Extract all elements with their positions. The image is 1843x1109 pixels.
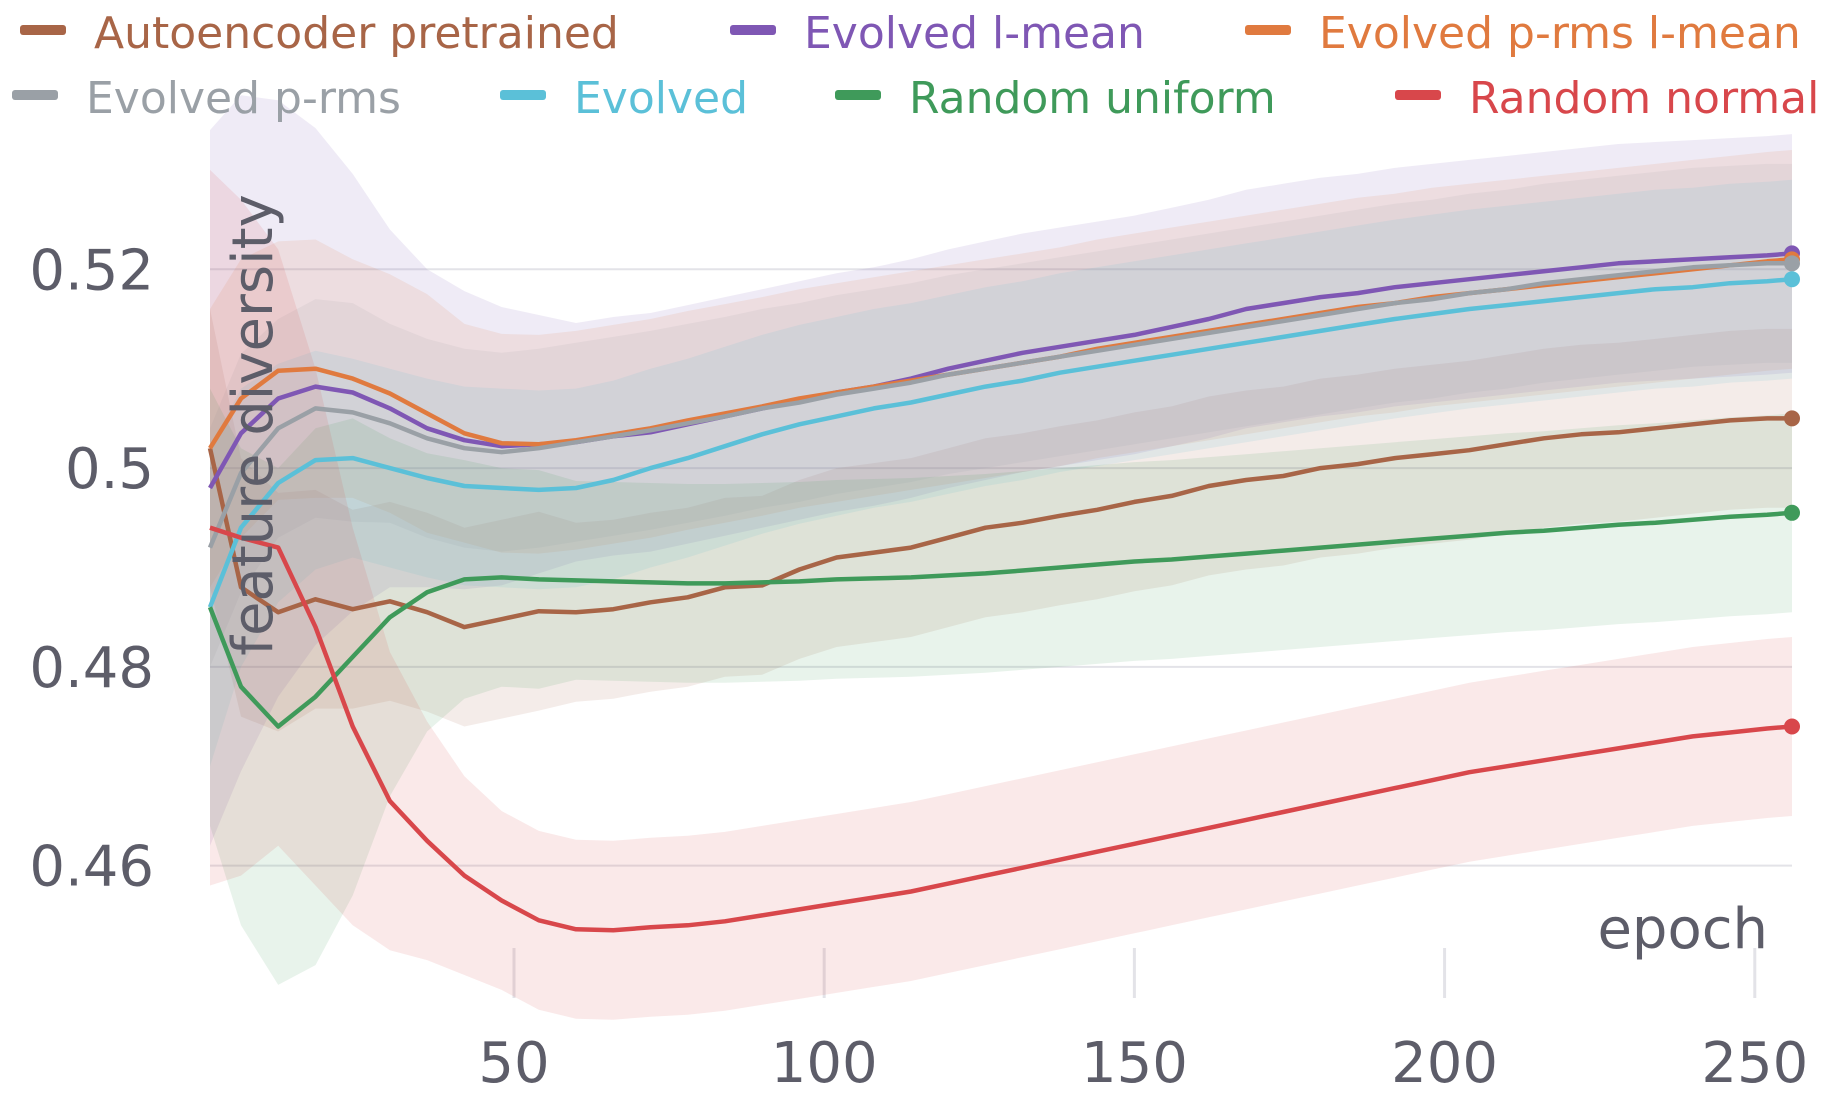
y-tick-label: 0.5: [65, 437, 154, 502]
evolved-l-mean-band: [210, 95, 1792, 846]
legend-label: Evolved p-rms: [86, 73, 401, 124]
x-axis-label: epoch: [1597, 897, 1768, 962]
autoencoder-pretrained-band: [210, 309, 1792, 732]
legend-label: Evolved: [574, 73, 748, 124]
legend-label: Evolved p-rms l-mean: [1319, 8, 1801, 59]
autoencoder-pretrained-endpoint: [1784, 410, 1800, 427]
legend-swatch: [1245, 25, 1291, 35]
random-normal-line: [209, 525, 1793, 933]
y-tick-label: 0.46: [29, 835, 154, 900]
legend-item-evolved-p-rms-l-mean: Evolved p-rms l-mean: [1245, 8, 1801, 59]
y-tick-label: 0.48: [29, 636, 154, 701]
legend-swatch: [12, 90, 58, 100]
legend-swatch: [835, 90, 881, 100]
legend-label: Autoencoder pretrained: [94, 8, 619, 59]
x-tick-label: 150: [1081, 1031, 1188, 1096]
random-uniform-endpoint: [1784, 504, 1800, 521]
random-normal-band: [210, 169, 1792, 1020]
evolved-l-mean-line: [208, 251, 1793, 490]
legend-label: Random uniform: [909, 73, 1276, 124]
y-tick-label: 0.52: [29, 238, 154, 303]
legend-item-random-uniform: Random uniform: [835, 73, 1276, 124]
legend-swatch: [1395, 90, 1441, 100]
autoencoder-pretrained-line: [207, 416, 1792, 630]
evolved-line: [207, 276, 1793, 609]
series-endpoints: [1784, 245, 1800, 735]
legend-swatch: [500, 90, 546, 100]
evolved-p-rms-line: [207, 261, 1792, 549]
random-uniform-line: [207, 510, 1793, 729]
x-tick-label: 50: [478, 1031, 549, 1096]
series-lines: [207, 251, 1793, 933]
legend-label: Random normal: [1469, 73, 1819, 124]
x-axis-ticks: 50 100 150 200 250: [478, 1031, 1808, 1096]
evolved-p-rms-endpoint: [1784, 255, 1800, 272]
legend-item-evolved-p-rms: Evolved p-rms: [12, 73, 401, 124]
y-axis-ticks: 0.46 0.48 0.5 0.52: [29, 238, 154, 899]
x-tick-label: 250: [1701, 1031, 1808, 1096]
evolved-band: [210, 179, 1792, 767]
evolved-endpoint: [1784, 271, 1800, 288]
evolved-p-rms-band: [210, 163, 1792, 667]
legend-swatch: [730, 25, 776, 35]
x-tick-label: 200: [1391, 1031, 1498, 1096]
confidence-bands: [210, 95, 1792, 1020]
random-uniform-band: [210, 388, 1792, 985]
legend-swatch: [20, 25, 66, 35]
legend-label: Evolved l-mean: [804, 8, 1145, 59]
grid: [210, 268, 1792, 998]
legend-item-autoencoder-pretrained: Autoencoder pretrained: [20, 8, 619, 59]
legend-item-evolved-l-mean: Evolved l-mean: [730, 8, 1145, 59]
y-axis-label: feature diversity: [221, 194, 286, 656]
legend: Autoencoder pretrained Evolved l-mean Evol…: [12, 8, 1819, 124]
legend-item-evolved: Evolved: [500, 73, 748, 124]
evolved-p-rms-l-mean-band: [210, 150, 1792, 588]
random-normal-endpoint: [1784, 718, 1800, 735]
legend-item-random-normal: Random normal: [1395, 73, 1819, 124]
x-tick-label: 100: [771, 1031, 878, 1096]
